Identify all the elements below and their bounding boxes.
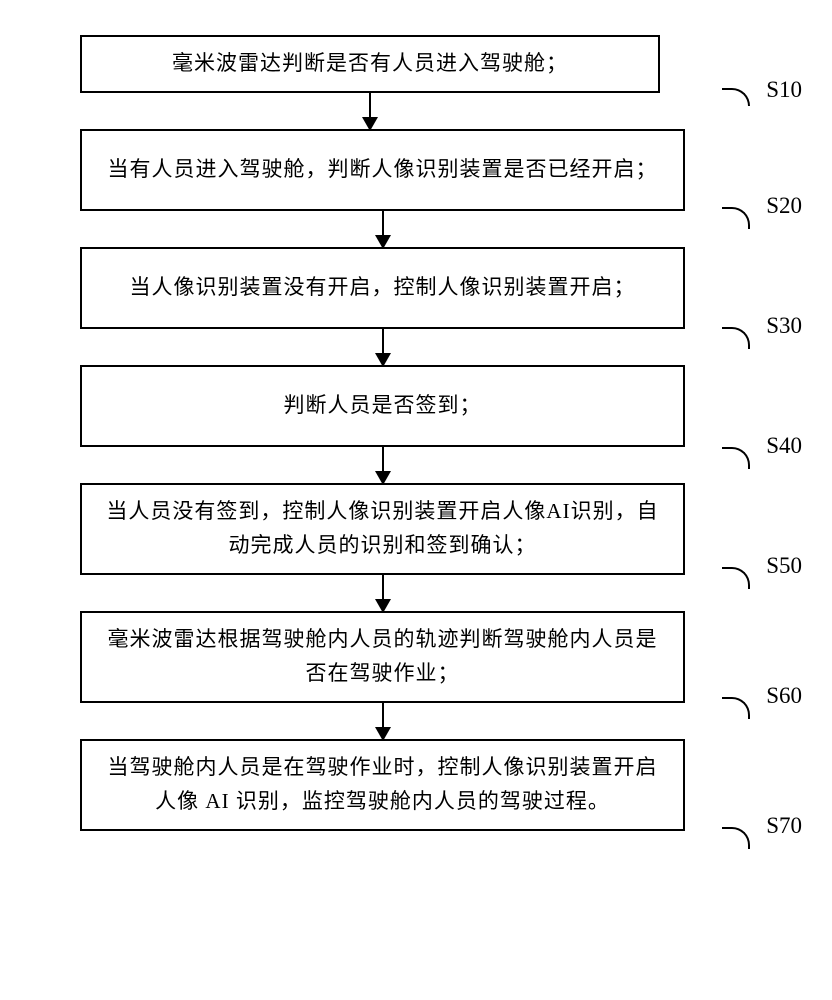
step-box-s10: 毫米波雷达判断是否有人员进入驾驶舱；	[80, 35, 660, 93]
connector-curve-s20	[722, 207, 750, 229]
step-label-s70: S70	[766, 813, 802, 839]
step-label-s20: S20	[766, 193, 802, 219]
arrow-s60-s70	[80, 703, 685, 739]
step-text-s70: 当驾驶舱内人员是在驾驶作业时，控制人像识别装置开启人像 AI 识别，监控驾驶舱内…	[102, 751, 663, 818]
step-box-s20: 当有人员进入驾驶舱，判断人像识别装置是否已经开启；	[80, 129, 685, 211]
connector-curve-s50	[722, 567, 750, 589]
step-label-s60: S60	[766, 683, 802, 709]
step-label-s30: S30	[766, 313, 802, 339]
connector-curve-s40	[722, 447, 750, 469]
arrow-s50-s60	[80, 575, 685, 611]
connector-curve-s10	[722, 88, 750, 106]
step-text-s50: 当人员没有签到，控制人像识别装置开启人像AI识别，自动完成人员的识别和签到确认；	[102, 495, 663, 562]
arrow-s20-s30	[80, 211, 685, 247]
step-box-s70: 当驾驶舱内人员是在驾驶作业时，控制人像识别装置开启人像 AI 识别，监控驾驶舱内…	[80, 739, 685, 831]
step-text-s20: 当有人员进入驾驶舱，判断人像识别装置是否已经开启；	[108, 153, 658, 187]
step-box-s50: 当人员没有签到，控制人像识别装置开启人像AI识别，自动完成人员的识别和签到确认；	[80, 483, 685, 575]
connector-curve-s60	[722, 697, 750, 719]
connector-curve-s70	[722, 827, 750, 849]
step-text-s40: 判断人员是否签到；	[284, 389, 482, 423]
step-label-s50: S50	[766, 553, 802, 579]
arrow-s10-s20	[80, 93, 660, 129]
arrow-s40-s50	[80, 447, 685, 483]
connector-curve-s30	[722, 327, 750, 349]
flowchart-container: 毫米波雷达判断是否有人员进入驾驶舱； S10 当有人员进入驾驶舱，判断人像识别装…	[0, 35, 832, 831]
step-text-s10: 毫米波雷达判断是否有人员进入驾驶舱；	[172, 47, 568, 81]
step-label-s10: S10	[766, 77, 802, 103]
step-text-s60: 毫米波雷达根据驾驶舱内人员的轨迹判断驾驶舱内人员是否在驾驶作业；	[102, 623, 663, 690]
step-label-s40: S40	[766, 433, 802, 459]
step-box-s60: 毫米波雷达根据驾驶舱内人员的轨迹判断驾驶舱内人员是否在驾驶作业；	[80, 611, 685, 703]
step-box-s30: 当人像识别装置没有开启，控制人像识别装置开启；	[80, 247, 685, 329]
arrow-s30-s40	[80, 329, 685, 365]
step-text-s30: 当人像识别装置没有开启，控制人像识别装置开启；	[130, 271, 636, 305]
step-box-s40: 判断人员是否签到；	[80, 365, 685, 447]
